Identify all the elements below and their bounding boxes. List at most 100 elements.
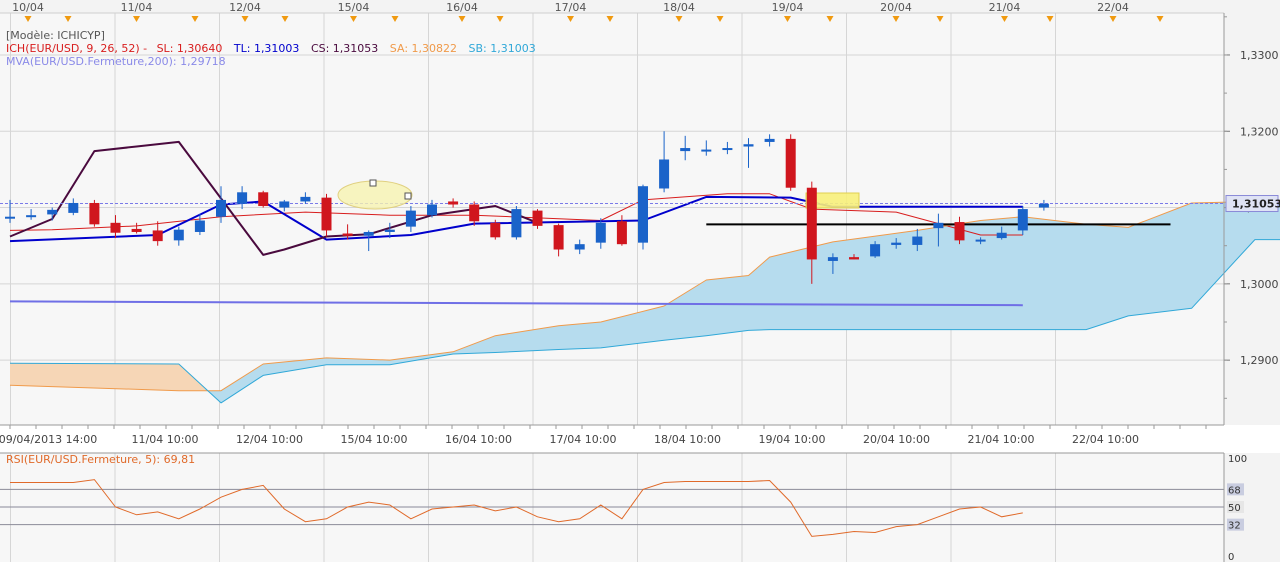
candle-bullish[interactable] — [237, 192, 248, 204]
session-marker-icon — [391, 16, 399, 22]
candle-bullish[interactable] — [975, 239, 986, 242]
candle-bearish[interactable] — [553, 225, 564, 250]
time-tick-label: 21/04 10:00 — [968, 433, 1035, 446]
candle-bearish[interactable] — [89, 202, 100, 225]
session-marker-icon — [606, 16, 614, 22]
session-marker-icon — [191, 16, 199, 22]
candle-bearish[interactable] — [532, 210, 543, 226]
price-tick-label: 1,3200 — [1240, 125, 1279, 138]
candle-bearish[interactable] — [131, 228, 142, 232]
candle-bullish[interactable] — [701, 149, 712, 152]
time-tick-label: 17/04 10:00 — [550, 433, 617, 446]
candle-bearish[interactable] — [849, 257, 859, 260]
rsi-lines — [10, 479, 1023, 537]
highlight-box[interactable] — [805, 192, 860, 209]
rsi-tick-label: 32 — [1228, 521, 1241, 532]
series-sa — [9, 201, 1280, 392]
candle-bullish[interactable] — [891, 242, 902, 245]
top-date-label: 12/04 — [229, 1, 261, 14]
ellipse-handle[interactable] — [404, 192, 412, 200]
session-marker-icon — [1156, 16, 1164, 22]
candle-bullish[interactable] — [912, 236, 923, 245]
legend-row: ICH(EUR/USD, 9, 26, 52) - SL: 1,30640 TL… — [6, 42, 536, 55]
candle-bearish[interactable] — [806, 187, 817, 260]
ellipse-handle[interactable] — [369, 179, 377, 187]
candle-bearish[interactable] — [448, 201, 459, 205]
candle-bullish[interactable] — [870, 244, 881, 257]
day-marker-icon — [1001, 16, 1008, 22]
top-date-label: 16/04 — [446, 1, 478, 14]
candle-bullish[interactable] — [764, 138, 775, 142]
candle-bearish[interactable] — [152, 230, 163, 242]
candle-bullish[interactable] — [47, 209, 58, 215]
candle-bullish[interactable] — [173, 229, 184, 241]
candle-bullish[interactable] — [659, 159, 670, 189]
time-tick-label: 09/04/2013 14:00 — [0, 433, 97, 446]
candle-bearish[interactable] — [110, 222, 121, 233]
candle-bearish[interactable] — [954, 222, 965, 241]
top-date-label: 10/04 — [12, 1, 44, 14]
candle-bearish[interactable] — [490, 222, 501, 238]
candle-bullish[interactable] — [511, 209, 522, 238]
time-tick-label: 16/04 10:00 — [445, 433, 512, 446]
session-marker-icon — [64, 16, 72, 22]
candle-bullish[interactable] — [427, 204, 437, 216]
series-tl — [9, 195, 1023, 243]
session-marker-icon — [496, 16, 504, 22]
candle-bullish[interactable] — [743, 144, 754, 147]
candle-bullish[interactable] — [1017, 209, 1028, 231]
candle-bullish[interactable] — [216, 199, 226, 217]
candle-bullish[interactable] — [595, 222, 606, 243]
bullish-cloud — [205, 201, 1280, 403]
top-date-label: 11/04 — [121, 1, 153, 14]
candle-bullish[interactable] — [384, 229, 395, 232]
top-date-label: 22/04 — [1097, 1, 1129, 14]
day-marker-icon — [567, 16, 574, 22]
candle-bullish[interactable] — [279, 201, 290, 208]
legend-sb: SB: 1,31003 — [469, 42, 536, 55]
legend-model: [Modèle: ICHICYP] — [6, 29, 105, 42]
candle-bullish[interactable] — [574, 244, 585, 250]
candle-bullish[interactable] — [680, 148, 691, 152]
candle-bearish[interactable] — [321, 197, 332, 231]
candle-bearish[interactable] — [469, 204, 480, 222]
top-date-label: 20/04 — [880, 1, 912, 14]
bearish-cloud — [10, 363, 211, 394]
candle-bullish[interactable] — [827, 257, 838, 261]
price-tick-label: 1,3000 — [1240, 278, 1279, 291]
current-price-label: 1,31053 — [1232, 198, 1280, 211]
time-tick-label: 19/04 10:00 — [759, 433, 826, 446]
top-date-label: 18/04 — [663, 1, 695, 14]
series-mva — [9, 300, 1023, 307]
candle-bullish[interactable] — [5, 216, 15, 219]
price-tick-label: 1,3300 — [1240, 49, 1279, 62]
candle-bearish[interactable] — [616, 221, 627, 245]
candle-bearish[interactable] — [785, 138, 796, 188]
candle-bullish[interactable] — [194, 220, 205, 232]
time-tick-label: 22/04 10:00 — [1072, 433, 1139, 446]
time-tick-label: 11/04 10:00 — [132, 433, 199, 446]
top-date-label: 15/04 — [338, 1, 370, 14]
top-date-label: 17/04 — [555, 1, 587, 14]
candle-bullish[interactable] — [26, 215, 37, 218]
candle-bearish[interactable] — [342, 233, 353, 236]
candle-bullish[interactable] — [722, 148, 733, 151]
candle-bearish[interactable] — [258, 192, 269, 207]
candle-bullish[interactable] — [1038, 203, 1049, 208]
candle-bullish[interactable] — [996, 232, 1007, 239]
session-marker-icon — [1046, 16, 1054, 22]
candle-bullish[interactable] — [300, 196, 311, 202]
legend-sl: SL: 1,30640 — [157, 42, 223, 55]
candle-bullish[interactable] — [363, 231, 374, 236]
day-marker-icon — [24, 16, 32, 22]
candle-bullish[interactable] — [933, 222, 944, 229]
day-marker-icon — [784, 16, 791, 22]
candle-bullish[interactable] — [638, 186, 648, 243]
candle-bullish[interactable] — [68, 202, 79, 213]
current-price-box — [1225, 195, 1279, 213]
legend-tl: TL: 1,31003 — [233, 42, 300, 55]
session-marker-icon — [826, 16, 834, 22]
candle-bullish[interactable] — [405, 210, 416, 227]
